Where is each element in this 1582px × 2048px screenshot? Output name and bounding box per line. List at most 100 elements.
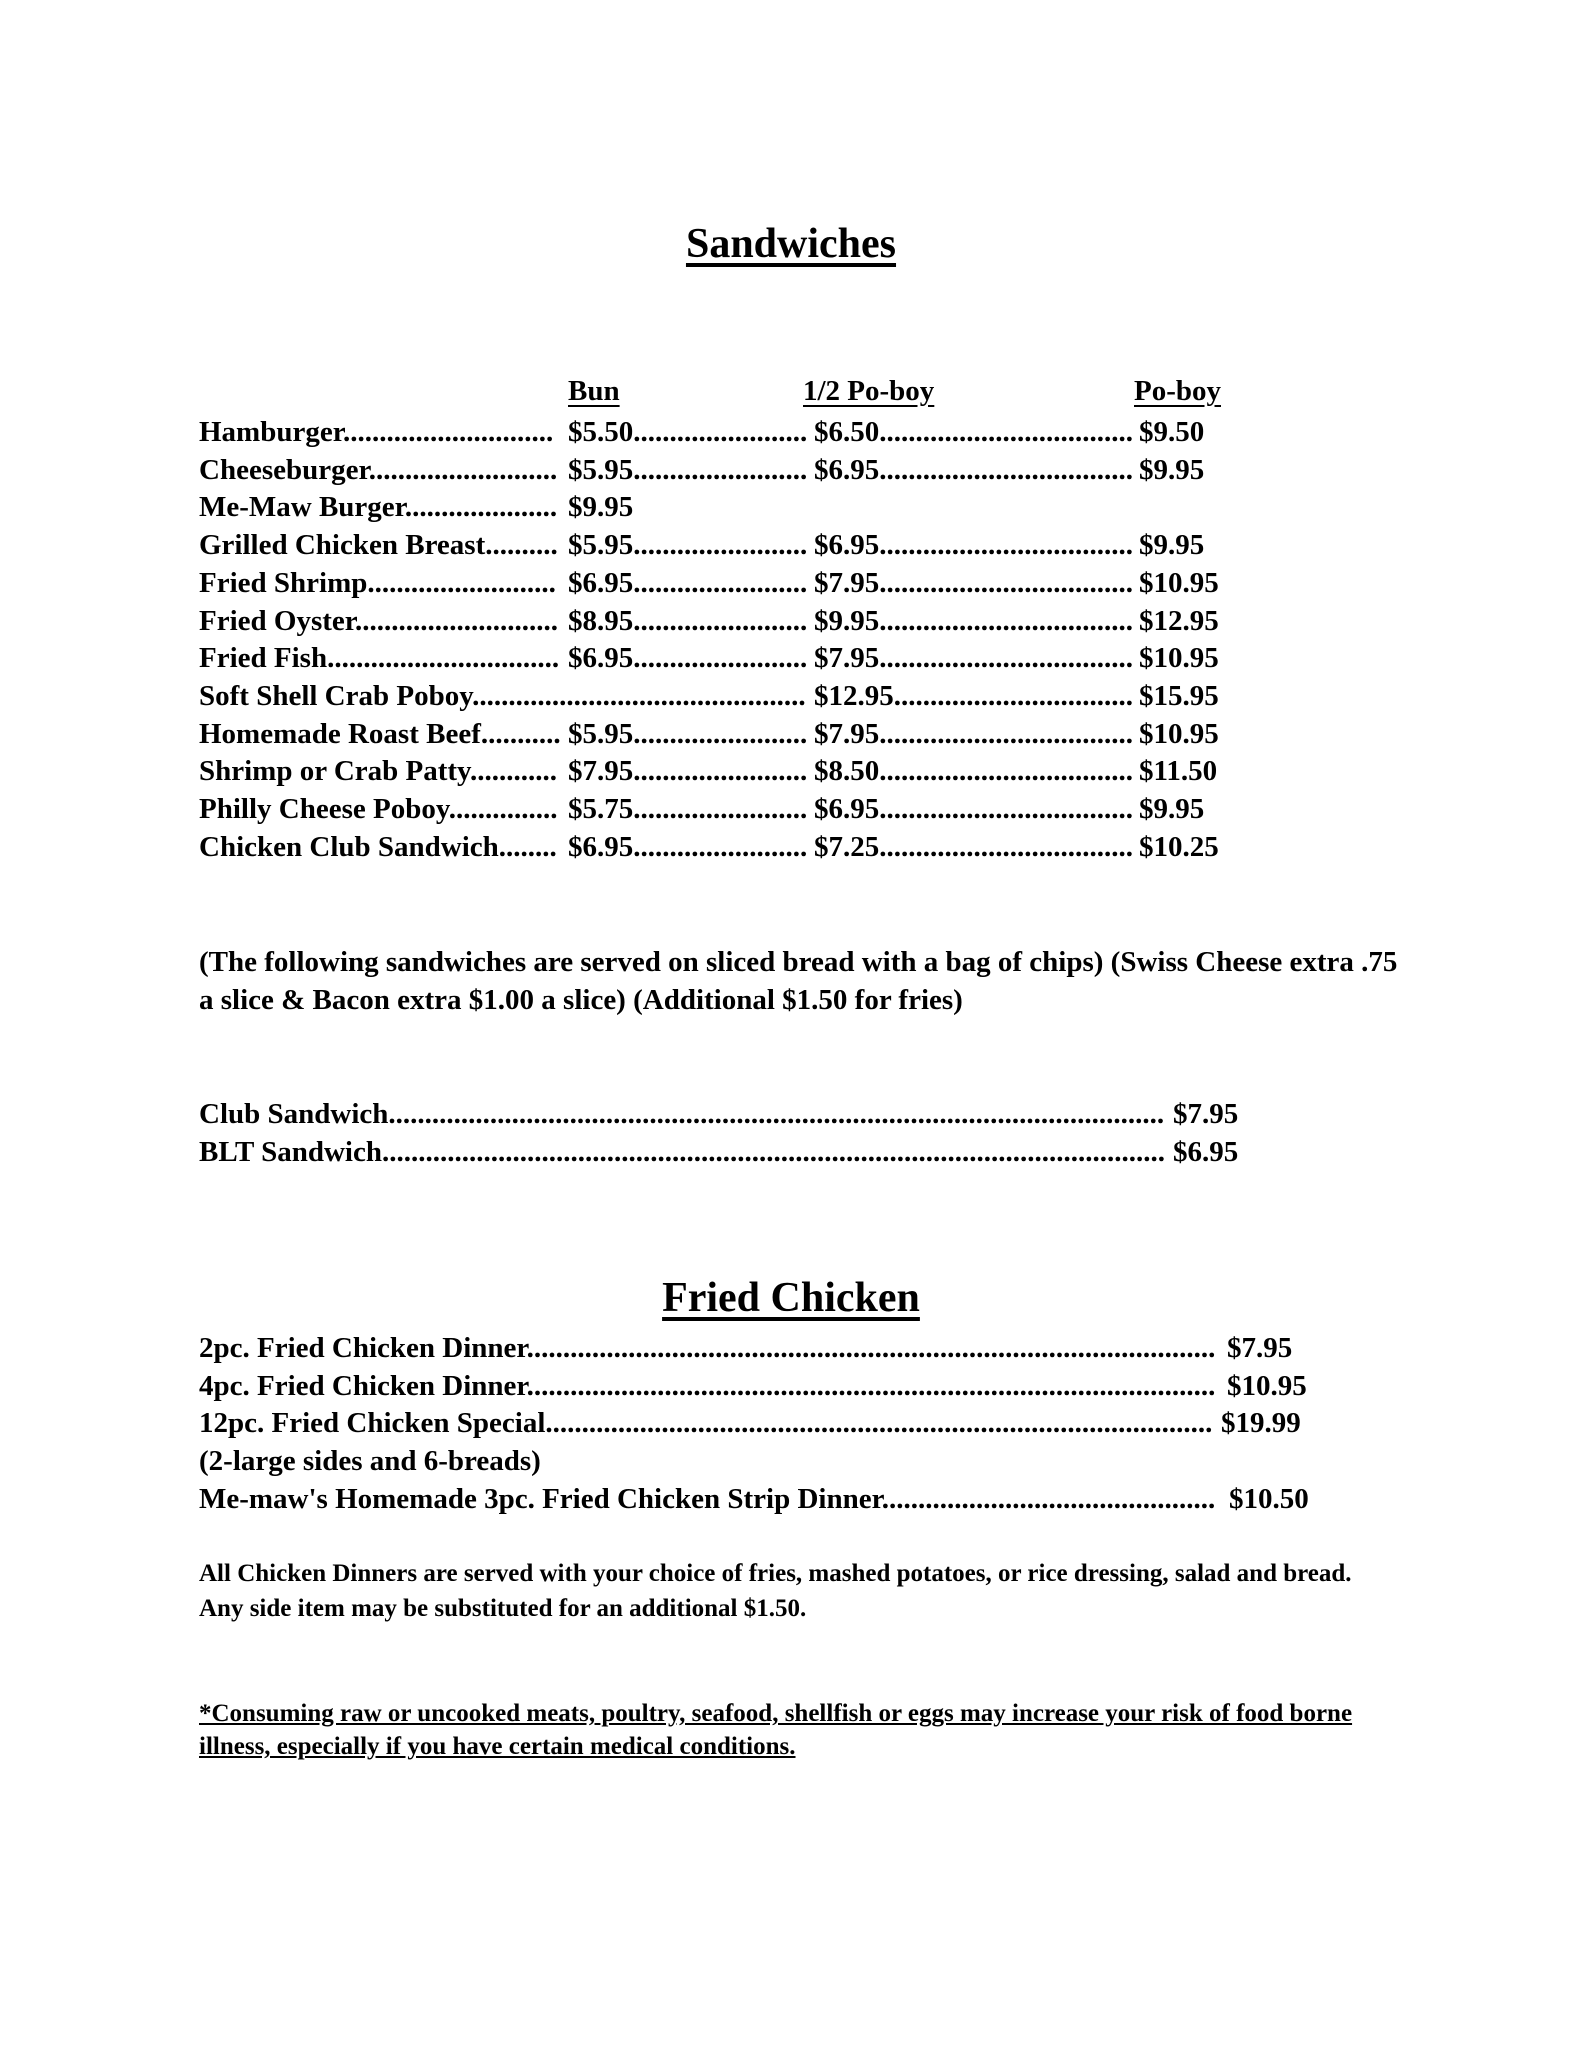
item-name: Chicken Club Sandwich........ — [199, 828, 568, 866]
dot-leader: ........................ — [633, 529, 808, 562]
item-name-text: 4pc. Fried Chicken Dinner — [199, 1369, 527, 1402]
dot-leader: ..................... — [404, 491, 558, 524]
item-name-text: 2pc. Fried Chicken Dinner — [199, 1332, 527, 1364]
price-poboy: $11.50 — [1139, 752, 1217, 790]
item-name-text: Grilled Chicken Breast — [199, 529, 486, 562]
dot-leader: ............................. — [342, 416, 554, 448]
item-name-text: Fried Shrimp — [199, 566, 368, 599]
price-half-text: $7.95 — [814, 566, 880, 599]
dot-leader: ........................ — [633, 642, 808, 675]
price-half-text: $6.95 — [814, 453, 880, 486]
price-poboy: $10.95 — [1139, 639, 1219, 677]
price-bun: $5.95........................ — [568, 526, 814, 564]
dot-leader: ................................... — [879, 566, 1133, 599]
price-poboy-text: $9.50 — [1139, 416, 1205, 448]
price-half: $6.95................................... — [814, 790, 1139, 828]
dot-leader: ........................................… — [381, 1135, 1165, 1168]
price-half-text: $6.95 — [814, 529, 880, 562]
dot-leader: ........................ — [633, 416, 808, 448]
price-poboy: $15.95 — [1139, 677, 1219, 715]
price-bun: $8.95........................ — [568, 602, 814, 640]
price-bun-text: $6.95 — [568, 830, 634, 863]
sliced-bread-note: (The following sandwiches are served on … — [199, 946, 1398, 1016]
item-name-text: Hamburger — [199, 416, 343, 448]
item-name-text: Cheeseburger — [199, 453, 369, 486]
price-bun-text: $5.50 — [568, 416, 634, 448]
item-name-text: Fried Fish — [199, 642, 328, 675]
dot-leader: ................................... — [879, 604, 1133, 637]
price-half: $8.50................................... — [814, 752, 1139, 790]
item-name: Cheeseburger.......................... — [199, 451, 568, 489]
price-bun-text: $6.95 — [568, 566, 634, 599]
dot-leader: ........... — [480, 717, 561, 750]
price-poboy: $9.95 — [1139, 451, 1204, 489]
price-half: $6.95................................... — [814, 526, 1139, 564]
item-price: $10.95 — [1227, 1367, 1307, 1405]
item-name: Me-Maw Burger..................... — [199, 488, 568, 526]
price-poboy-text: $11.50 — [1139, 755, 1218, 788]
item-name: Fried Shrimp.......................... — [199, 564, 568, 602]
item-name-text: Philly Cheese Poboy — [199, 793, 449, 825]
item-price-text: $7.95 — [1173, 1098, 1239, 1130]
price-poboy: $12.95 — [1139, 602, 1219, 640]
column-header-half-poboy: 1/2 Po-boy — [803, 375, 935, 407]
price-poboy-text: $15.95 — [1139, 679, 1219, 712]
item-name-text: Chicken Club Sandwich — [199, 830, 499, 863]
price-half: $7.25................................... — [814, 828, 1139, 866]
price-poboy: $10.95 — [1139, 564, 1219, 602]
dot-leader: ................................... — [879, 830, 1133, 863]
price-bun: $5.50........................ — [568, 413, 814, 451]
dot-leader: .......................... — [368, 453, 558, 486]
price-poboy: $9.95 — [1139, 526, 1204, 564]
dot-leader: ........................................… — [881, 1482, 1216, 1515]
item-name-text: Me-maw's Homemade 3pc. Fried Chicken Str… — [199, 1482, 882, 1515]
dot-leader: ............ — [469, 755, 557, 788]
dot-leader: ........................ — [633, 566, 808, 599]
dot-leader: ................................... — [879, 453, 1133, 486]
dot-leader: ........................ — [633, 755, 808, 788]
item-name: Grilled Chicken Breast.......... — [199, 526, 568, 564]
price-bun: $9.95 — [568, 488, 633, 526]
item-name-text: Club Sandwich — [199, 1098, 389, 1130]
price-half: $7.95................................... — [814, 639, 1139, 677]
price-half-text: $6.50 — [814, 416, 880, 448]
food-safety-disclaimer: *Consuming raw or uncooked meats, poultr… — [199, 1700, 1353, 1760]
dot-leader: ................................... — [879, 755, 1133, 788]
dot-leader: .......... — [485, 529, 558, 562]
item-name: Me-maw's Homemade 3pc. Fried Chicken Str… — [199, 1480, 1229, 1518]
price-bun-text: $7.95 — [568, 755, 634, 788]
price-poboy-text: $10.95 — [1139, 717, 1219, 750]
item-name: Club Sandwich...........................… — [199, 1095, 1173, 1133]
price-poboy: $10.95 — [1139, 715, 1219, 753]
item-name-text: 12pc. Fried Chicken Special — [199, 1407, 546, 1440]
dot-leader: ........................................… — [545, 1407, 1213, 1440]
price-poboy-text: $10.25 — [1139, 830, 1219, 863]
price-bun: $6.95........................ — [568, 564, 814, 602]
price-half: $6.95................................... — [814, 451, 1139, 489]
item-note-text: (2-large sides and 6-breads) — [199, 1445, 541, 1478]
price-poboy-text: $12.95 — [1139, 604, 1219, 637]
column-header-bun: Bun — [568, 375, 620, 407]
item-name-text: Soft Shell Crab Poboy — [199, 679, 473, 712]
item-name-text: Shrimp or Crab Patty — [199, 755, 470, 788]
price-poboy-text: $10.95 — [1139, 642, 1219, 675]
dot-leader: ................................... — [879, 793, 1133, 825]
price-half: $9.95................................... — [814, 602, 1139, 640]
price-poboy-text: $9.95 — [1139, 529, 1205, 562]
item-price-text: $6.95 — [1173, 1135, 1239, 1168]
price-half-text: $8.50 — [814, 755, 880, 788]
price-bun: $7.95........................ — [568, 752, 814, 790]
item-name-text: Fried Oyster — [199, 604, 355, 637]
item-price: $6.95 — [1173, 1133, 1238, 1171]
item-name: Homemade Roast Beef........... — [199, 715, 568, 753]
dot-leader: ................................... — [879, 529, 1133, 562]
dot-leader: ................................. — [893, 679, 1133, 712]
price-half-text: $9.95 — [814, 604, 880, 637]
item-name: Fried Fish..............................… — [199, 639, 568, 677]
price-bun-text: $5.95 — [568, 717, 634, 750]
dot-leader: ........................ — [633, 604, 808, 637]
price-bun: $5.75........................ — [568, 790, 814, 828]
price-bun-text: $6.95 — [568, 642, 634, 675]
item-name-text: Homemade Roast Beef — [199, 717, 481, 750]
item-name-text: Me-Maw Burger — [199, 491, 405, 524]
